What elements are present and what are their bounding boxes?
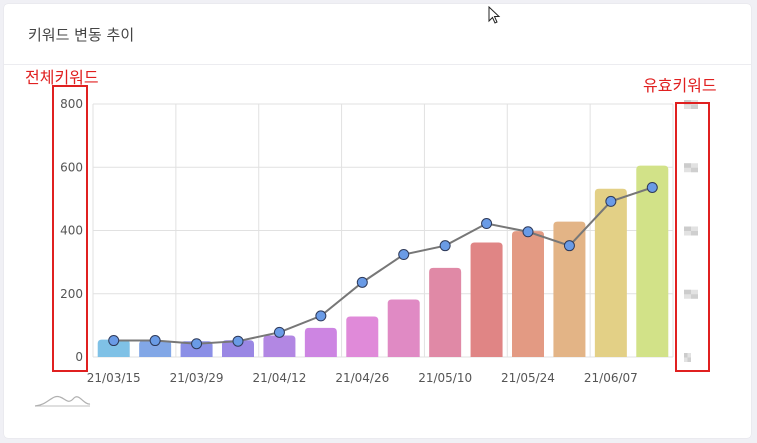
line-point [605,195,617,207]
line-point [108,335,120,347]
x-tick-label: 21/06/07 [584,371,638,385]
y-tick-label: 0 [75,350,83,364]
total-keywords-label: 전체키워드 [25,68,99,87]
line-point [356,276,368,288]
card-title: 키워드 변동 추이 [28,26,135,44]
bar [512,231,544,357]
bar [553,221,586,357]
right-axis-tick-blurred [684,163,698,173]
x-tick-label: 21/03/15 [87,371,141,385]
chart-grid [92,103,674,358]
bar [222,340,254,357]
valid-keywords-label: 유효키워드 [643,76,717,95]
y-tick-label: 200 [60,287,83,301]
card-header: 키워드 변동 추이 [4,4,751,65]
right-axis-tick-blurred [684,289,698,299]
line-point [191,338,203,350]
bar [304,327,337,357]
bar-series [97,165,669,357]
x-tick-label: 21/05/24 [501,371,555,385]
y-tick-label: 400 [60,224,83,238]
bar [97,339,130,357]
bar [263,335,296,357]
y-axis-ticks: 0 200 400 600 800 [60,97,83,364]
line-path [113,186,653,345]
line-point [398,249,410,261]
line-point [273,326,285,338]
left-axis-highlight-box [52,85,88,372]
x-axis-ticks: 21/03/15 21/03/29 21/04/12 21/04/26 21/05/10… [87,371,638,385]
line-point [232,335,244,347]
line-point [149,335,161,347]
x-tick-label: 21/04/26 [335,371,389,385]
x-tick-label: 21/04/12 [252,371,306,385]
line-point [439,240,451,252]
mouse-cursor-icon [488,6,501,24]
line-point [315,310,327,322]
line-point [481,218,493,230]
bar [346,316,379,357]
line-point [646,181,658,193]
bar [594,188,627,357]
bar [387,299,420,357]
right-axis-ticks [684,100,698,362]
x-tick-label: 21/03/29 [170,371,224,385]
line-point [563,240,575,252]
bar [429,267,462,357]
right-axis-tick-blurred [684,226,698,236]
right-axis-highlight-box [675,102,710,372]
chart-thumbnail-icon [34,395,91,407]
right-axis-tick-blurred [684,353,691,362]
y-tick-label: 800 [60,97,83,111]
bar [139,340,172,357]
y-tick-label: 600 [60,160,83,174]
bar [636,165,669,357]
line-point [522,226,534,238]
bar [470,242,503,357]
x-tick-label: 21/05/10 [418,371,472,385]
line-series [108,181,658,350]
